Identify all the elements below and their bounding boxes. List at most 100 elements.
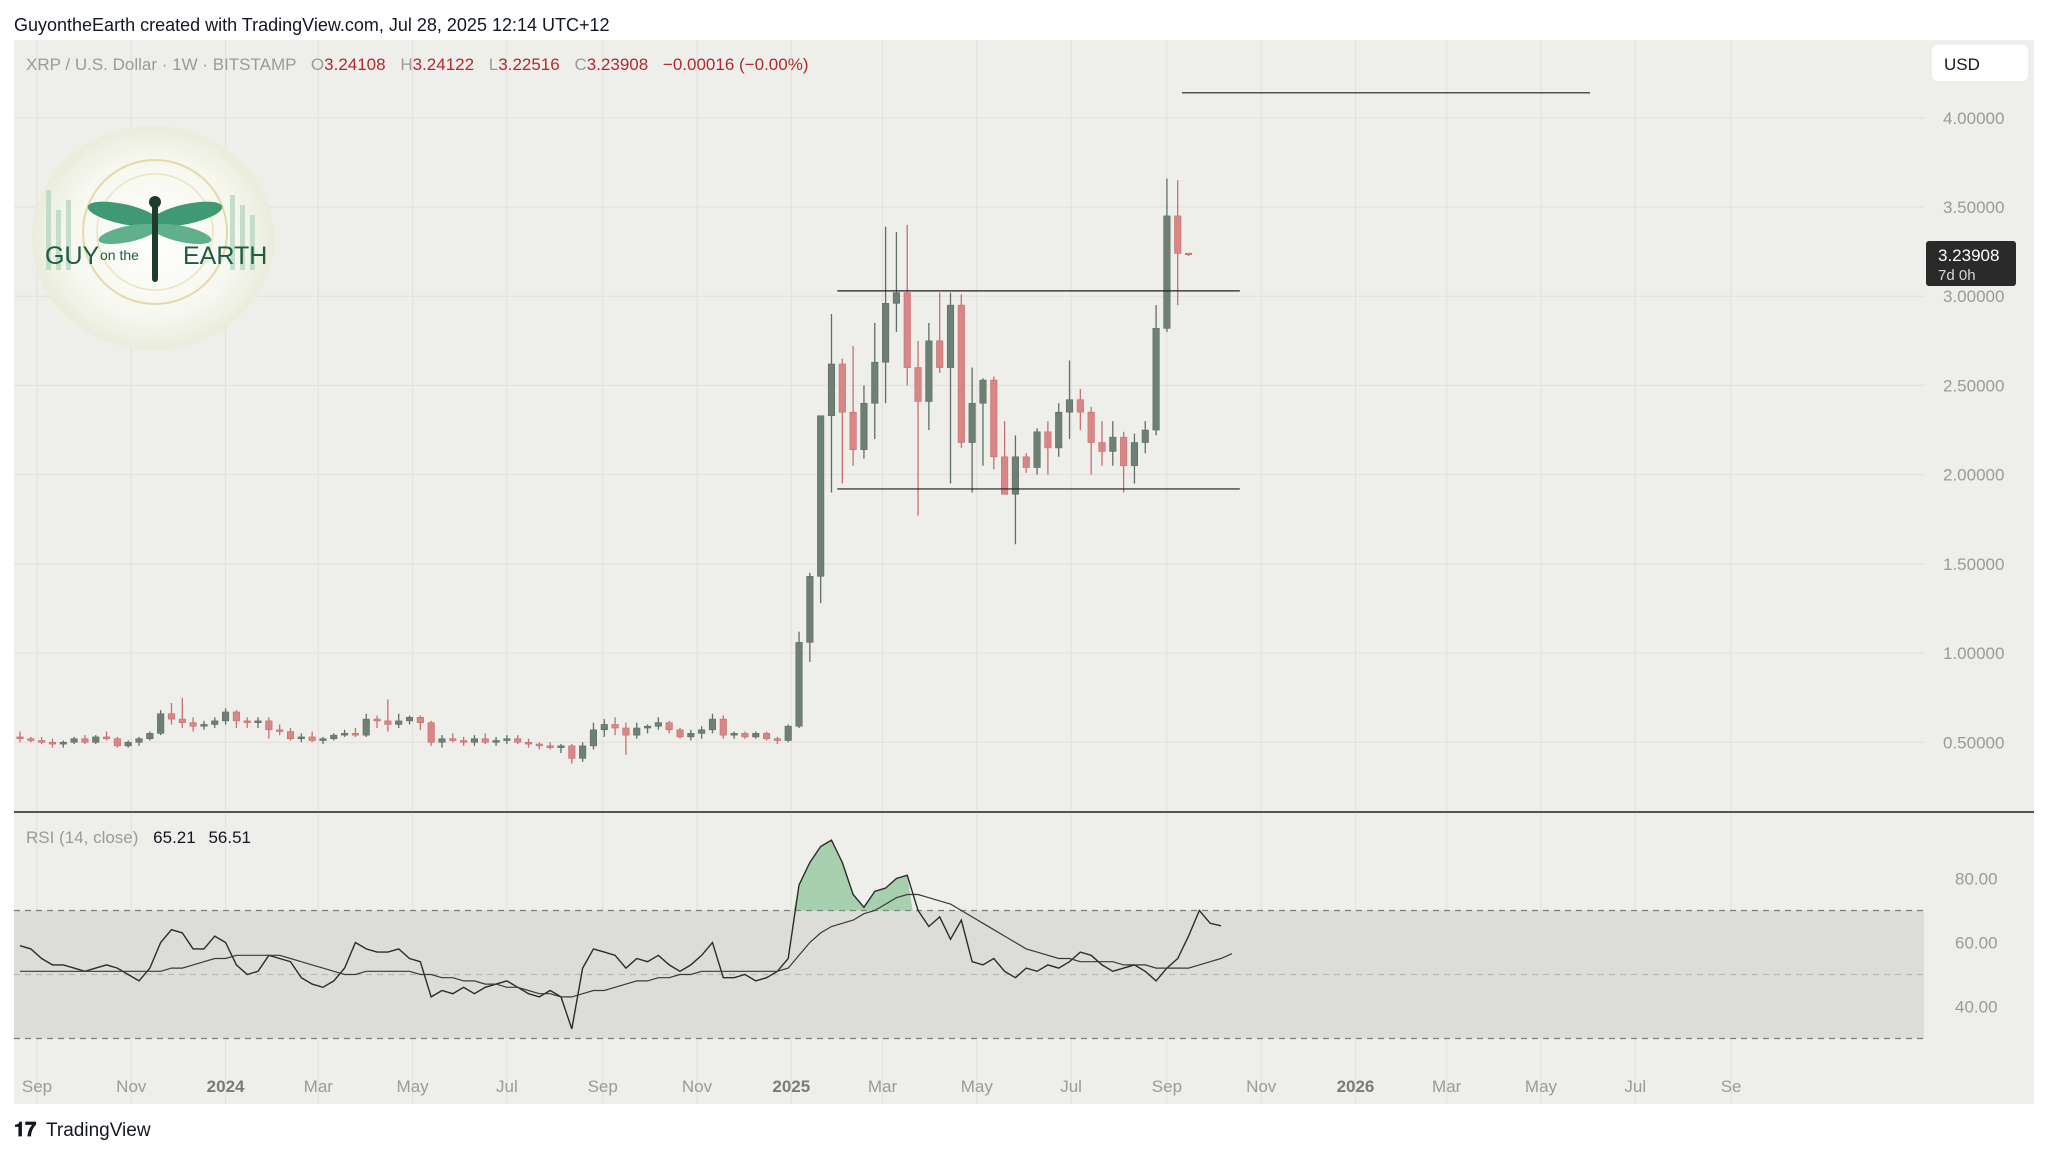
rsi-line: [19, 839, 1222, 1030]
time-tick-label: May: [1525, 1077, 1558, 1096]
rsi-ma-value: 56.51: [208, 828, 251, 847]
candle-body: [395, 720, 403, 725]
time-tick-label: Nov: [116, 1077, 147, 1096]
rsi-tick-label: 60.00: [1955, 934, 1998, 953]
candle-body: [70, 738, 78, 743]
candle: [167, 703, 176, 725]
time-tick-label: Sep: [22, 1077, 52, 1096]
price-axis: 0.50000 1.00000 1.50000 2.00000 2.50000 3.000…: [1943, 109, 2004, 1017]
dragonfly-icon: [87, 201, 159, 227]
candle-body: [633, 727, 641, 736]
candle: [654, 717, 662, 730]
candle: [665, 720, 673, 734]
candle-body: [1011, 456, 1019, 495]
candle-body: [763, 733, 771, 740]
candle: [589, 722, 598, 750]
candle: [936, 292, 944, 373]
candle-body: [882, 303, 890, 363]
candle: [70, 736, 78, 745]
candle-body: [449, 738, 457, 741]
price-tick-label: 3.50000: [1943, 198, 2004, 217]
candle-body: [589, 729, 598, 747]
rsi-label: RSI (14, close): [26, 828, 138, 847]
candle: [795, 631, 803, 729]
candle-body: [232, 711, 240, 722]
candles: [16, 178, 1193, 764]
candle: [427, 720, 435, 746]
candle-body: [741, 733, 749, 738]
candle-body: [384, 720, 392, 725]
high-label: H: [400, 55, 412, 74]
time-tick-label: May: [397, 1077, 430, 1096]
candle: [849, 346, 857, 466]
candle: [1065, 360, 1074, 439]
candle-body: [1065, 399, 1074, 413]
candle: [1044, 421, 1052, 475]
close-value: 3.23908: [587, 55, 648, 74]
price-tick-label: 1.50000: [1943, 555, 2004, 574]
candle: [676, 728, 684, 739]
candle: [524, 738, 533, 748]
time-tick-label: Mar: [304, 1077, 334, 1096]
candle-body: [784, 725, 792, 741]
candle-body: [817, 415, 825, 577]
logo-text-guy: GUY: [45, 242, 100, 270]
candle-body: [936, 340, 944, 368]
last-price-label: 3.23908 7d 0h: [1926, 241, 2016, 286]
candle-body: [698, 729, 706, 734]
candle: [514, 735, 522, 745]
candle-body: [654, 722, 662, 727]
candle: [92, 735, 100, 745]
candle: [135, 736, 143, 746]
symbol-name: XRP / U.S. Dollar · 1W · BITSTAMP: [26, 55, 296, 74]
candle-body: [535, 743, 543, 747]
candle-body: [135, 738, 143, 743]
candle-body: [644, 725, 652, 729]
rsi-ma-line: [20, 893, 1233, 998]
candle: [827, 314, 836, 493]
tradingview-brand[interactable]: 𝟏𝟕 TradingView: [14, 1119, 151, 1141]
candle-body: [1076, 399, 1084, 413]
candle-body: [979, 379, 987, 404]
candle: [914, 340, 922, 516]
candle: [784, 724, 792, 743]
candle: [222, 708, 230, 725]
candle: [438, 735, 446, 748]
candle-body: [752, 733, 760, 738]
candle-body: [557, 745, 565, 748]
candle: [405, 715, 414, 725]
candle: [763, 731, 771, 741]
candle: [1184, 252, 1193, 257]
time-tick-label: Jul: [1624, 1077, 1646, 1096]
candle-body: [351, 733, 359, 736]
rsi-band: [14, 910, 1924, 1039]
candle-body: [946, 304, 955, 368]
candle: [232, 710, 240, 729]
time-tick-label: 2024: [207, 1077, 245, 1096]
candle: [719, 715, 727, 739]
candle: [1001, 421, 1009, 495]
candle-body: [254, 720, 262, 723]
currency-button[interactable]: USD: [1932, 45, 2028, 81]
candle: [211, 717, 219, 729]
candle: [1152, 305, 1160, 436]
candle: [38, 736, 46, 745]
candle: [1120, 431, 1128, 493]
candle-body: [773, 738, 781, 741]
time-tick-label: Jul: [1060, 1077, 1082, 1096]
symbol-legend[interactable]: XRP / U.S. Dollar · 1W · BITSTAMP O3.241…: [26, 55, 808, 74]
candle: [103, 731, 111, 741]
price-tick-label: 2.00000: [1943, 466, 2004, 485]
candle-body: [438, 738, 446, 743]
rsi-legend[interactable]: RSI (14, close) 65.21 56.51: [26, 828, 251, 847]
change-value: −0.00016 (−0.00%): [663, 55, 809, 74]
candle-body: [81, 738, 89, 743]
candle: [925, 322, 933, 431]
candle: [276, 724, 284, 736]
candle-body: [124, 741, 132, 747]
candle: [48, 738, 57, 748]
time-tick-label: Mar: [868, 1077, 898, 1096]
candle-body: [1120, 436, 1128, 467]
candle-body: [103, 736, 111, 740]
